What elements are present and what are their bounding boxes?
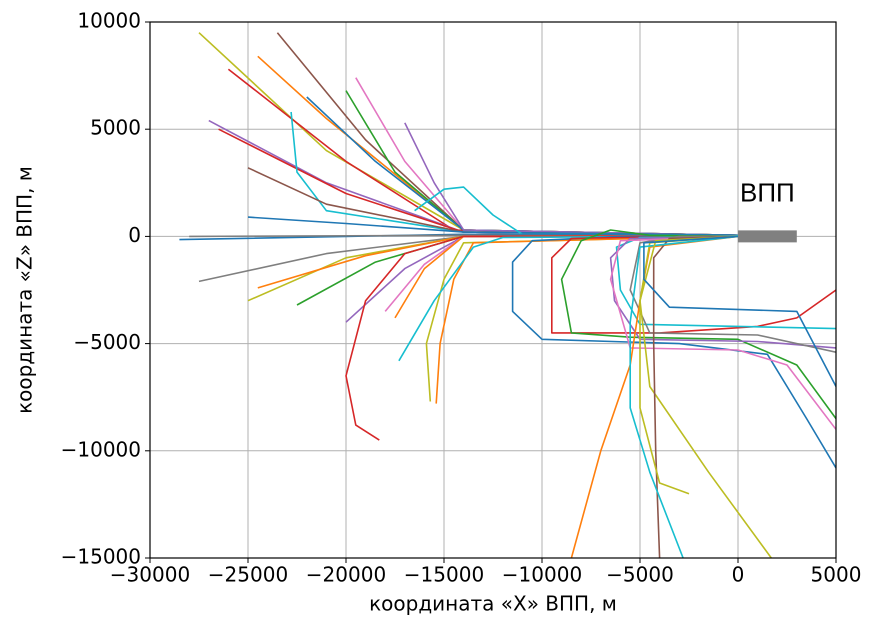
y-tick-label: −10000 [61, 437, 141, 461]
trajectory [639, 235, 772, 558]
x-axis-label: координата «X» ВПП, м [369, 592, 617, 616]
y-tick-label: 0 [128, 223, 141, 247]
runway-label: ВПП [740, 177, 795, 207]
trajectory [257, 55, 739, 237]
y-axis-label: координата «Z» ВПП, м [13, 166, 37, 414]
trajectory [511, 235, 836, 469]
trajectory [435, 235, 739, 404]
trajectory [227, 68, 739, 237]
plot-frame [149, 21, 837, 559]
y-tick-label: −15000 [61, 545, 141, 569]
trajectory [639, 235, 739, 495]
trajectory [355, 77, 739, 237]
trajectory [652, 235, 739, 558]
trajectory [218, 128, 739, 237]
trajectory [398, 235, 739, 362]
trajectory [247, 216, 739, 237]
trajectory [629, 235, 836, 353]
x-tick-label: 0 [732, 563, 745, 587]
trajectory [615, 235, 836, 330]
x-tick-label: −25000 [208, 563, 288, 587]
y-tick-label: 5000 [90, 116, 141, 140]
trajectory [609, 235, 836, 349]
x-tick-label: −30000 [110, 563, 190, 587]
trajectory [404, 122, 739, 237]
x-tick-label: −15000 [404, 563, 484, 587]
trajectory [643, 235, 836, 387]
trajectory [198, 32, 739, 237]
trajectory [296, 235, 739, 306]
y-tick-label: 10000 [77, 9, 141, 33]
trajectory [560, 229, 836, 420]
trajectory [345, 235, 739, 441]
trajectory [629, 235, 739, 558]
trajectory [306, 96, 739, 237]
x-tick-label: 5000 [811, 563, 862, 587]
y-tick-label: −5000 [73, 330, 141, 354]
x-tick-label: −5000 [606, 563, 674, 587]
x-tick-label: −20000 [306, 563, 386, 587]
trajectory [208, 119, 739, 237]
trajectory [247, 167, 739, 237]
x-tick-label: −10000 [502, 563, 582, 587]
trajectory [551, 235, 836, 334]
trajectory [425, 235, 739, 402]
